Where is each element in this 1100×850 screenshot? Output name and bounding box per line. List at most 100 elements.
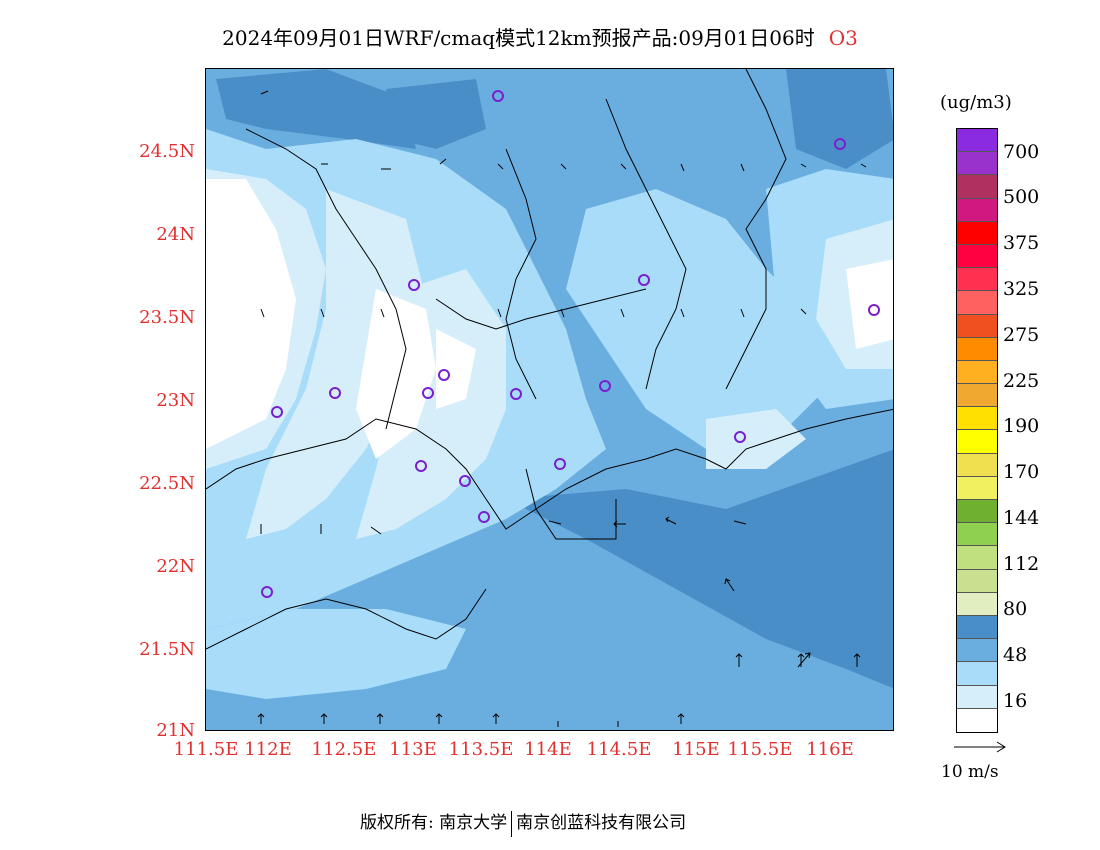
dark-patch-ne <box>786 69 893 169</box>
station-marker <box>438 369 450 381</box>
lon-label-115E: 115E <box>672 739 720 760</box>
station-marker <box>261 586 273 598</box>
wind-arrow <box>797 653 805 667</box>
colorbar-segment <box>957 407 997 431</box>
lon-label-113E: 113E <box>389 739 437 760</box>
wind-arrow <box>677 713 685 724</box>
wind-arrow <box>724 578 735 592</box>
wind-legend-label: 10 m/s <box>941 762 999 782</box>
border-line-3 <box>605 98 687 390</box>
wind-arrow <box>320 308 325 318</box>
wind-arrow <box>257 713 265 724</box>
title-species: O3 <box>828 26 858 50</box>
station-markers <box>261 90 880 598</box>
colorbar <box>956 128 998 733</box>
lon-label-111.5E: 111.5E <box>173 739 239 760</box>
title-main: 2024年09月01日WRF/cmaq模式12km预报产品:09月01日06时 <box>222 26 815 50</box>
colorbar-segment <box>957 384 997 408</box>
border-line-4 <box>725 69 787 390</box>
wind-arrow <box>680 163 685 172</box>
wind-arrow <box>435 713 443 724</box>
coastline-south <box>206 588 487 650</box>
colorbar-segment <box>957 175 997 199</box>
lon-label-114.5E: 114.5E <box>586 739 652 760</box>
station-marker <box>554 458 566 470</box>
wind-arrow <box>733 520 747 525</box>
colorbar-segment <box>957 430 997 454</box>
pale-patch-bay <box>706 409 806 469</box>
border-line-5 <box>435 288 647 330</box>
colorbar-label: 500 <box>1003 186 1040 208</box>
station-marker <box>329 387 341 399</box>
colorbar-label: 80 <box>1003 598 1028 620</box>
colorbar-label: 325 <box>1003 278 1040 300</box>
wind-arrow <box>439 158 447 165</box>
station-marker <box>599 380 611 392</box>
colorbar-segment <box>957 129 997 153</box>
colorbar-label: 375 <box>1003 232 1040 254</box>
colorbar-segment <box>957 221 997 245</box>
wind-arrow <box>548 520 562 525</box>
lat-label-24.5N: 24.5N <box>139 141 195 162</box>
white-patch-center <box>356 289 436 459</box>
colorbar-segment <box>957 639 997 663</box>
lon-label-112.5E: 112.5E <box>311 739 377 760</box>
colorbar-segment <box>957 291 997 315</box>
concentration-map[interactable] <box>205 68 894 731</box>
wind-arrow <box>497 163 504 170</box>
colorbar-label: 275 <box>1003 324 1040 346</box>
colorbar-segment <box>957 198 997 222</box>
station-marker <box>834 138 846 150</box>
border-line-2 <box>505 148 537 400</box>
wind-arrow <box>740 163 745 172</box>
dark-patch-nw <box>216 69 416 149</box>
lat-label-24N: 24N <box>156 224 195 245</box>
colorbar-segment <box>957 592 997 616</box>
wind-arrow <box>260 308 265 318</box>
wind-arrow <box>860 163 867 168</box>
colorbar-label: 16 <box>1003 690 1028 712</box>
wind-arrow <box>492 713 500 724</box>
dark-patch-sea <box>506 449 893 689</box>
station-marker <box>638 274 650 286</box>
wind-arrow <box>376 713 384 724</box>
dark-patch-n <box>386 79 486 149</box>
colorbar-segment <box>957 152 997 176</box>
station-marker <box>510 388 522 400</box>
white-patch-east <box>846 259 893 349</box>
colorbar-segment <box>957 476 997 500</box>
lon-label-112E: 112E <box>244 739 292 760</box>
colorbar-label: 144 <box>1003 507 1040 529</box>
wind-arrow <box>853 653 861 667</box>
colorbar-label: 112 <box>1003 553 1040 575</box>
station-marker <box>271 406 283 418</box>
colorbar-segment <box>957 708 997 732</box>
lat-label-22.5N: 22.5N <box>139 473 195 494</box>
wind-arrow <box>560 163 567 170</box>
wind-arrow <box>560 308 565 318</box>
pale-patch-w2 <box>246 189 426 539</box>
pale-patch-center <box>356 269 506 539</box>
map-title: 2024年09月01日WRF/cmaq模式12km预报产品:09月01日06时 O… <box>0 22 1080 51</box>
wind-arrow <box>800 308 807 315</box>
colorbar-segment <box>957 453 997 477</box>
colorbar-segment <box>957 662 997 686</box>
colorbar-segment <box>957 500 997 524</box>
colorbar-segment <box>957 546 997 570</box>
station-marker <box>459 475 471 487</box>
white-patch-west <box>206 179 296 449</box>
wind-arrow <box>613 520 626 528</box>
map-canvas <box>206 69 893 730</box>
wind-arrow <box>665 516 677 525</box>
footer-divider <box>511 810 513 837</box>
colorbar-label: 190 <box>1003 415 1040 437</box>
station-marker <box>422 387 434 399</box>
lat-label-23.5N: 23.5N <box>139 307 195 328</box>
station-marker <box>492 90 504 102</box>
lon-label-114E: 114E <box>524 739 572 760</box>
footer: 版权所有: 南京大学 南京创蓝科技有限公司 <box>360 808 686 837</box>
wind-arrow <box>620 308 625 318</box>
colorbar-unit: (ug/m3) <box>940 92 1012 113</box>
colorbar-segment <box>957 615 997 640</box>
wind-arrow <box>497 308 502 318</box>
